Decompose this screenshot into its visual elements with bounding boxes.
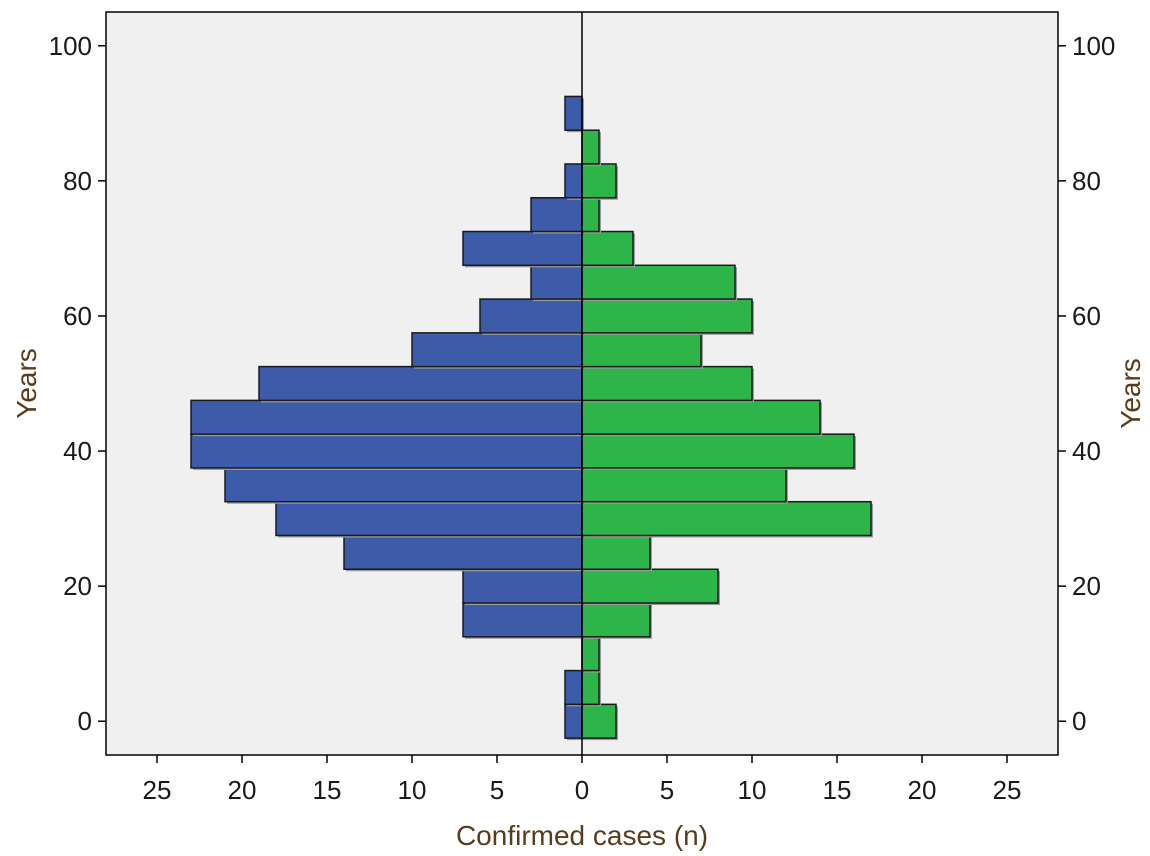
left-bar-age-20 [462, 568, 583, 604]
left-y-tick-label: 60 [63, 301, 92, 331]
left-y-tick-label: 0 [78, 706, 92, 736]
x-axis-label: Confirmed cases (n) [456, 820, 708, 851]
x-tick-label: 20 [228, 775, 257, 805]
x-tick-label: 5 [660, 775, 674, 805]
x-tick-label: 15 [823, 775, 852, 805]
left-bar-age-55 [411, 332, 583, 368]
left-y-tick-label: 80 [63, 166, 92, 196]
left-bar-age-80 [564, 163, 583, 199]
right-bar-age-70 [581, 230, 634, 267]
right-bar-age-45 [581, 399, 821, 435]
left-y-axis-label: Years [11, 348, 42, 419]
right-bar-age-40 [581, 433, 855, 469]
x-tick-label: 20 [908, 775, 937, 805]
left-bar-age-40 [190, 433, 583, 469]
left-bar-age-90 [564, 95, 583, 131]
right-bar-age-15 [581, 602, 651, 638]
right-y-tick-label: 0 [1072, 706, 1086, 736]
right-bar-age-5 [581, 669, 600, 706]
left-bar-age-30 [275, 500, 583, 537]
left-bar-age-0 [564, 703, 583, 739]
left-bar-age-75 [530, 197, 583, 233]
right-bar-age-25 [581, 534, 651, 571]
right-bar-age-20 [581, 568, 719, 604]
right-bar-age-35 [581, 467, 787, 503]
left-bar-age-15 [462, 602, 583, 638]
right-bar-age-60 [581, 298, 753, 334]
left-bar-age-70 [462, 230, 583, 267]
right-bar-age-65 [581, 264, 736, 300]
x-axis-ticks: 25 20 15 10 5 0 5 10 15 20 25 [143, 755, 1022, 805]
left-y-axis-ticks: 0 20 40 60 80 100 [49, 31, 106, 736]
right-bar-age-30 [581, 500, 872, 537]
x-tick-label: 5 [490, 775, 504, 805]
x-tick-label: 25 [993, 775, 1022, 805]
left-bars-group [190, 95, 584, 741]
right-bars-group [581, 129, 873, 741]
right-y-tick-label: 20 [1072, 571, 1101, 601]
right-bar-age-75 [581, 197, 600, 233]
left-bar-age-45 [190, 399, 583, 435]
right-bar-age-0 [581, 703, 617, 739]
left-bar-age-50 [258, 365, 583, 402]
right-y-tick-label: 60 [1072, 301, 1101, 331]
right-y-axis-ticks: 0 20 40 60 80 100 [1058, 31, 1115, 736]
left-y-tick-label: 20 [63, 571, 92, 601]
right-bar-age-50 [581, 365, 753, 402]
left-y-tick-label: 40 [63, 436, 92, 466]
left-bar-age-60 [479, 298, 583, 334]
right-y-tick-label: 40 [1072, 436, 1101, 466]
right-y-tick-label: 100 [1072, 31, 1115, 61]
x-tick-label: 0 [575, 775, 589, 805]
right-y-tick-label: 80 [1072, 166, 1101, 196]
x-tick-label: 15 [313, 775, 342, 805]
x-tick-label: 25 [143, 775, 172, 805]
right-bar-age-85 [581, 129, 600, 165]
x-tick-label: 10 [738, 775, 767, 805]
left-bar-age-65 [530, 264, 583, 300]
left-bar-age-35 [224, 467, 583, 503]
right-bar-age-10 [581, 636, 600, 672]
right-bar-age-55 [581, 332, 702, 368]
right-y-axis-label: Years [1115, 358, 1146, 429]
left-bar-age-5 [564, 669, 583, 706]
right-bar-age-80 [581, 163, 617, 199]
left-bar-age-25 [343, 534, 583, 571]
left-y-tick-label: 100 [49, 31, 92, 61]
x-tick-label: 10 [398, 775, 427, 805]
